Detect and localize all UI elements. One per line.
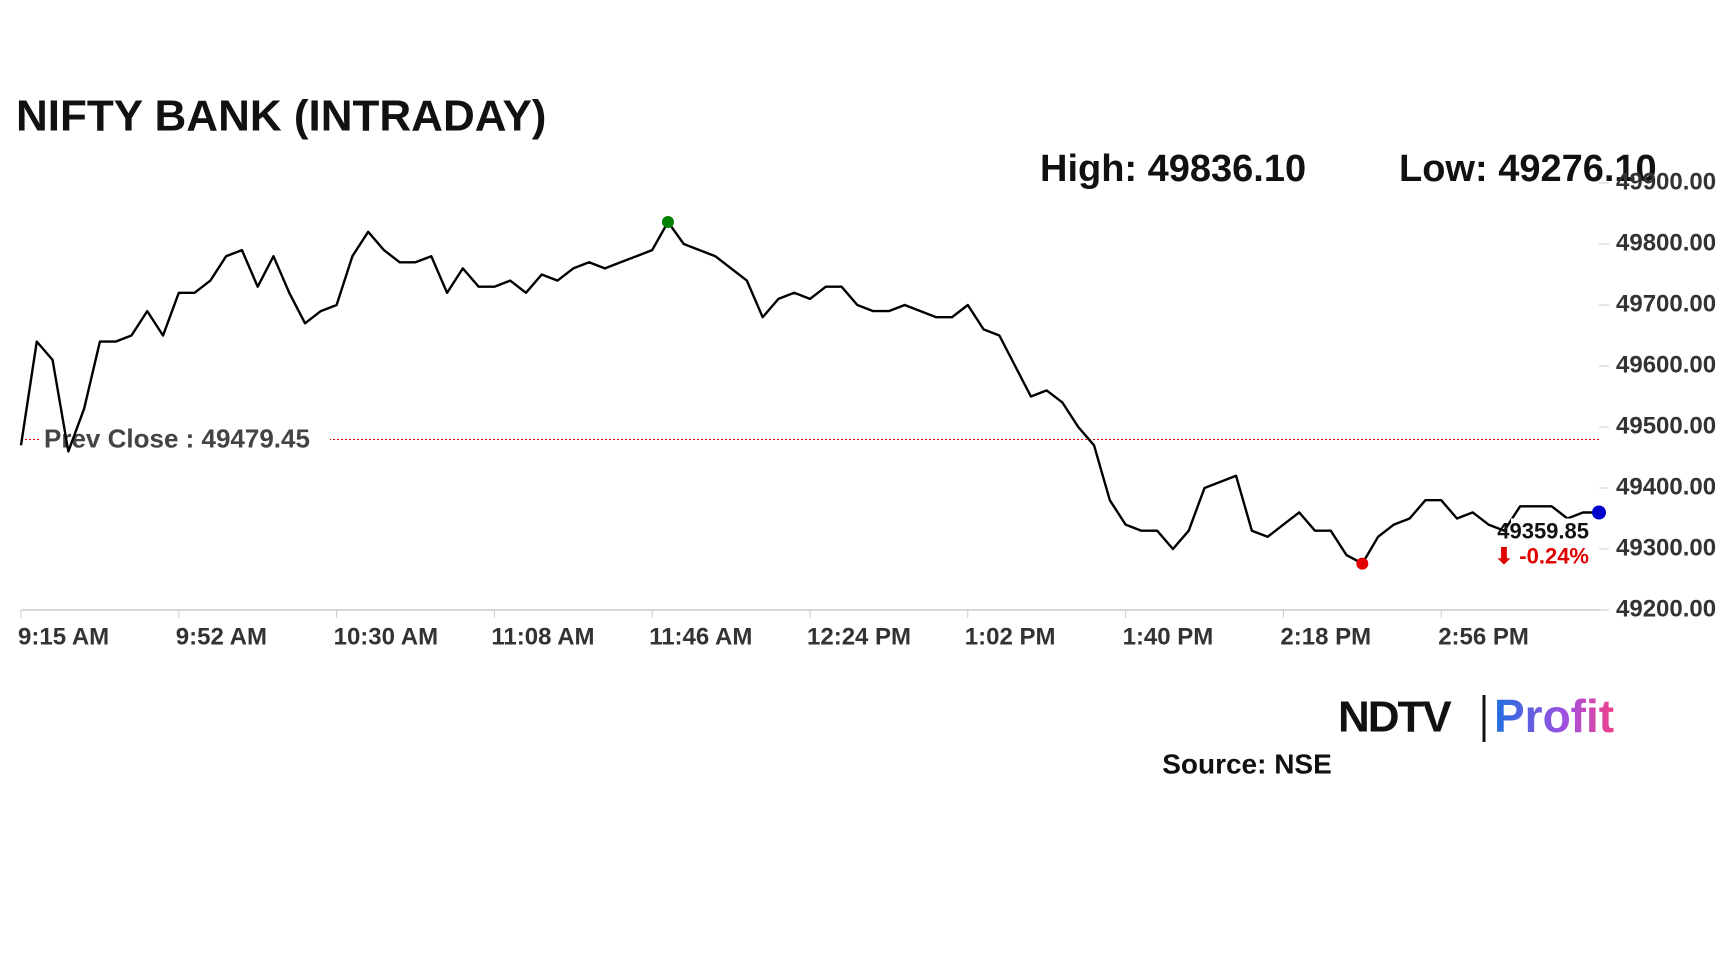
y-tick-label: 49600.00	[1616, 351, 1716, 378]
x-tick-label: 11:46 AM	[649, 623, 752, 650]
y-tick-label: 49400.00	[1616, 473, 1716, 500]
x-tick-label: 9:15 AM	[18, 623, 109, 650]
high-dot	[661, 215, 674, 228]
logo: NDTV Profit	[1338, 690, 1614, 742]
x-tick-label: 12:24 PM	[807, 623, 911, 650]
x-tick-label: 11:08 AM	[491, 623, 594, 650]
y-tick-label: 49500.00	[1616, 412, 1716, 439]
prev-close-label: Prev Close : 49479.45	[44, 423, 310, 453]
x-tick-label: 2:18 PM	[1280, 623, 1371, 650]
source: Source: NSE	[1162, 748, 1332, 779]
change-label: ⬇ -0.24%	[1495, 543, 1589, 568]
logo-left: NDTV	[1338, 693, 1452, 742]
y-tick-label: 49700.00	[1616, 290, 1716, 317]
x-tick-label: 2:56 PM	[1438, 623, 1529, 650]
x-tick-label: 10:30 AM	[334, 623, 438, 650]
y-tick-label: 49300.00	[1616, 534, 1716, 561]
chart-title: NIFTY BANK (INTRADAY)	[16, 92, 546, 141]
last-dot	[1592, 505, 1606, 520]
y-tick-label: 49200.00	[1616, 595, 1716, 622]
x-tick-label: 9:52 AM	[176, 623, 267, 650]
low-label: Low: 49276.10	[1399, 148, 1657, 190]
low-dot	[1356, 557, 1369, 570]
x-tick-label: 1:40 PM	[1123, 623, 1214, 650]
y-tick-label: 49900.00	[1616, 168, 1716, 195]
y-tick-label: 49800.00	[1616, 229, 1716, 256]
x-tick-label: 1:02 PM	[965, 623, 1056, 650]
high-label: High: 49836.10	[1040, 148, 1306, 190]
logo-right: Profit	[1494, 690, 1614, 742]
price-line	[19, 220, 1600, 565]
last-label-bg	[1511, 518, 1595, 573]
last-value-label: 49359.85	[1497, 518, 1589, 543]
prev-close-bg	[40, 422, 330, 455]
